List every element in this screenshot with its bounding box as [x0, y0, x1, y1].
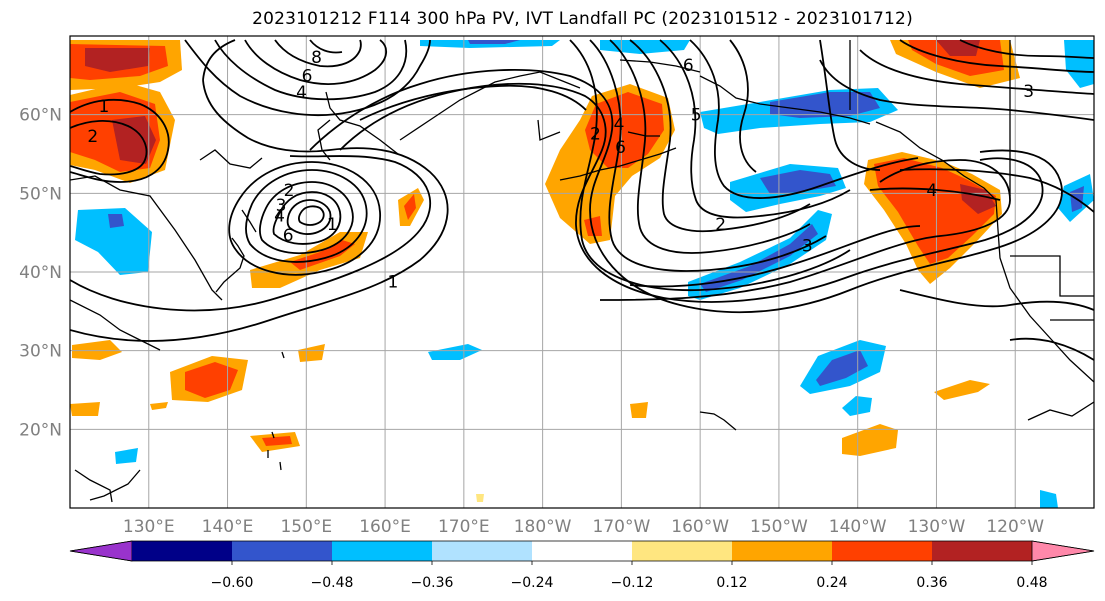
lat-lon-gridlines: [70, 36, 1094, 508]
contour-label: 2: [284, 181, 295, 201]
colorbar-segment: [532, 541, 633, 561]
map-frame: [69, 35, 1095, 509]
colorbar-tick-label: 0.12: [716, 575, 747, 591]
contour-label: 6: [615, 138, 626, 158]
contour-label: 4: [296, 83, 307, 103]
lon-tick-label: 120°W: [986, 517, 1044, 537]
lon-tick-label: 150°W: [750, 517, 808, 537]
lon-tick-label: 180°W: [514, 517, 572, 537]
colorbar-tick-label: −0.60: [211, 575, 254, 591]
lon-tick-label: 160°E: [359, 517, 411, 537]
contour-label: 5: [691, 106, 702, 126]
latitude-tick-labels: 60°N 50°N 40°N 30°N 20°N: [19, 106, 62, 441]
contour-label: 1: [388, 272, 399, 292]
lat-tick-label: 40°N: [19, 263, 62, 283]
colorbar: −0.60 −0.48 −0.36 −0.24 −0.12 0.12 0.24 0.36 0.4…: [69, 540, 1095, 591]
contour-label: 1: [98, 97, 109, 117]
colorbar-segment: [132, 541, 233, 561]
colorbar-min-extend: [69, 540, 133, 562]
colorbar-tick-label: −0.48: [311, 575, 354, 591]
lat-tick-label: 20°N: [19, 420, 62, 440]
contour-label: 6: [283, 226, 294, 246]
pv-contours: [70, 39, 1094, 361]
colorbar-tick-label: 0.24: [816, 575, 847, 591]
lon-tick-label: 130°W: [908, 517, 966, 537]
lon-tick-label: 160°W: [671, 517, 729, 537]
contour-label: 2: [590, 125, 601, 145]
colorbar-segment: [632, 541, 733, 561]
contour-label: 3: [802, 236, 813, 256]
contour-label: 3: [276, 196, 287, 216]
contour-label: 4: [614, 115, 625, 135]
contour-label: 8: [311, 48, 322, 68]
lat-tick-label: 30°N: [19, 342, 62, 362]
contour-label: 1: [327, 215, 338, 235]
colorbar-segment: [432, 541, 533, 561]
contour-label: 6: [302, 66, 313, 86]
contour-label: 2: [715, 215, 726, 235]
lon-tick-label: 150°E: [280, 517, 332, 537]
map-title: 2023101212 F114 300 hPa PV, IVT Landfall…: [252, 9, 913, 29]
contour-label: 4: [274, 206, 285, 226]
colorbar-tick-label: −0.24: [511, 575, 554, 591]
lat-tick-label: 60°N: [19, 106, 62, 126]
colorbar-segment: [832, 541, 933, 561]
contour-label: 4: [926, 181, 937, 201]
lat-tick-label: 50°N: [19, 184, 62, 204]
contour-label: 2: [87, 127, 98, 147]
colorbar-segment: [232, 541, 333, 561]
contour-label: 6: [683, 56, 694, 76]
contour-label: 3: [1023, 82, 1034, 102]
lon-tick-label: 140°W: [829, 517, 887, 537]
lon-tick-label: 130°E: [123, 517, 175, 537]
ivt-pc-shading: [70, 40, 1094, 508]
lon-tick-label: 170°W: [593, 517, 651, 537]
colorbar-outline: [69, 540, 1095, 562]
colorbar-segment: [332, 541, 433, 561]
colorbar-segment: [732, 541, 833, 561]
colorbar-tick-label: 0.48: [1016, 575, 1047, 591]
colorbar-tick-label: 0.36: [916, 575, 947, 591]
colorbar-segment: [932, 541, 1033, 561]
colorbar-tick-label: −0.36: [411, 575, 454, 591]
lon-tick-label: 140°E: [202, 517, 254, 537]
longitude-tick-labels: 130°E 140°E 150°E 160°E 170°E 180°W 170°W 160°W…: [123, 517, 1044, 537]
colorbar-max-extend: [1031, 540, 1095, 562]
colorbar-tick-label: −0.12: [611, 575, 654, 591]
lon-tick-label: 170°E: [438, 517, 490, 537]
